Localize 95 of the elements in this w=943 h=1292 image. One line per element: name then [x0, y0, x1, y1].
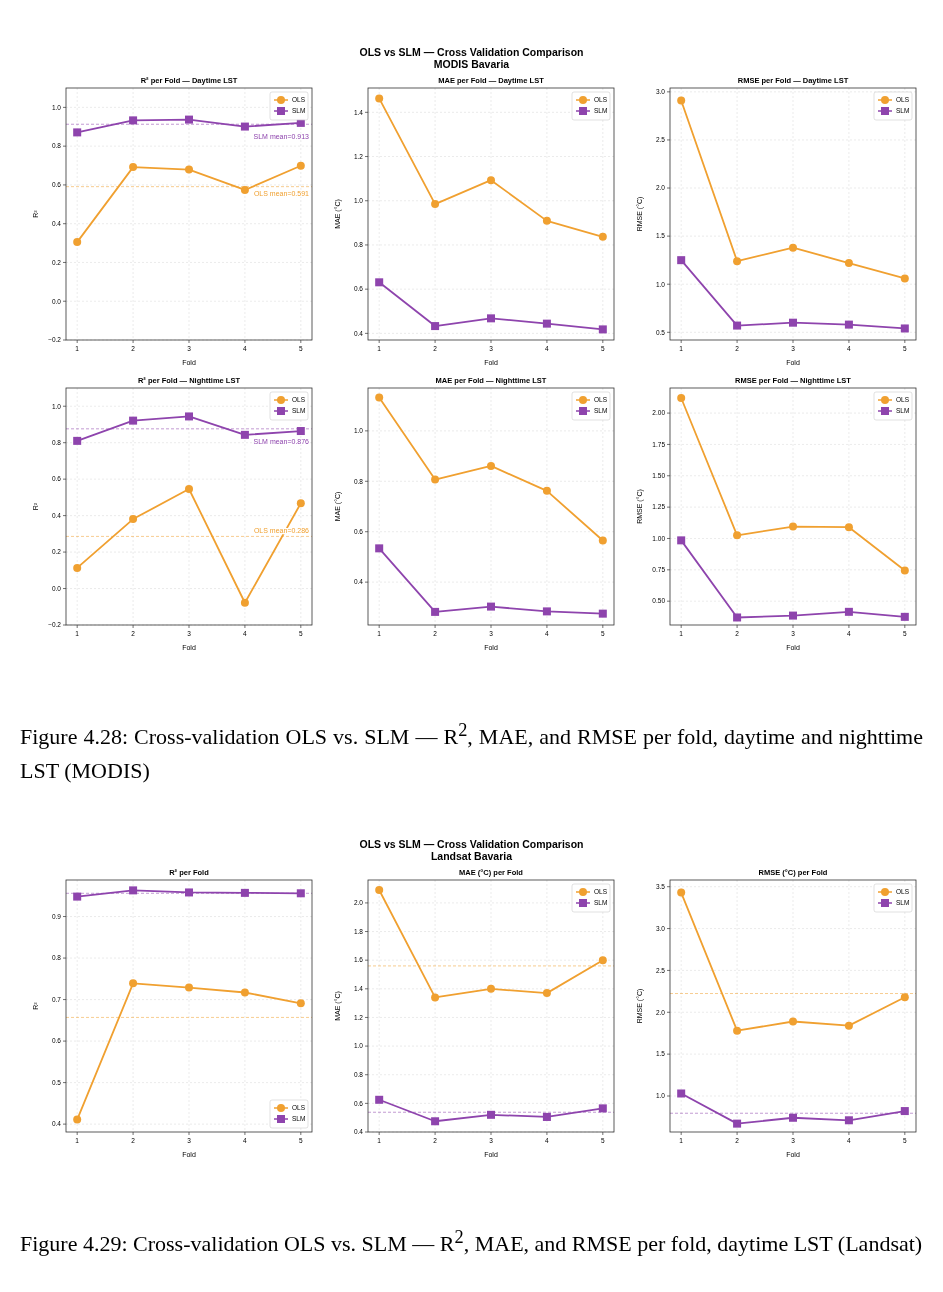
point [374, 1096, 383, 1105]
point [598, 325, 607, 334]
point [296, 427, 305, 436]
point [486, 176, 495, 185]
point [542, 486, 551, 495]
point [900, 274, 909, 283]
point [732, 531, 741, 540]
point [486, 602, 495, 611]
point [844, 523, 853, 532]
point [184, 412, 193, 421]
point [788, 243, 797, 252]
point [296, 161, 305, 170]
point [430, 607, 439, 616]
point [184, 888, 193, 897]
point [900, 566, 909, 575]
point [72, 892, 81, 901]
point [430, 475, 439, 484]
text: OLS vs SLM — Cross Validation Comparison [358, 46, 585, 58]
point [184, 485, 193, 493]
point [486, 314, 495, 323]
point [676, 96, 685, 105]
point [844, 1022, 853, 1030]
point [844, 259, 853, 268]
point [72, 436, 81, 445]
point [788, 1017, 797, 1026]
point [128, 116, 137, 125]
point [430, 200, 439, 209]
point [676, 888, 685, 897]
point [184, 983, 193, 992]
point [844, 607, 853, 616]
point [72, 128, 81, 137]
point [598, 1104, 607, 1113]
point [430, 1117, 439, 1126]
point [788, 611, 797, 620]
point [128, 886, 137, 895]
point [430, 993, 439, 1002]
point [844, 1116, 853, 1125]
text: Figure 4.28: Cross-validation OLS vs. SLM — R$^{2}$, MAE, and RMSE per fold, daytime and nighttime LST (MODIS) [20, 720, 923, 784]
point [542, 1113, 551, 1122]
point [72, 238, 81, 247]
point [542, 989, 551, 998]
point [430, 322, 439, 331]
point [184, 115, 193, 124]
point [240, 889, 249, 898]
point [900, 324, 909, 333]
text: Landsat Bavaria [429, 850, 514, 863]
point [844, 320, 853, 329]
point [732, 321, 741, 330]
text: OLS vs SLM — Cross Validation Comparison [358, 838, 585, 851]
point [374, 393, 383, 402]
point [184, 165, 193, 174]
point [296, 999, 305, 1008]
point [296, 889, 305, 898]
point [676, 536, 685, 545]
point [676, 394, 685, 403]
point [240, 185, 249, 194]
point [732, 613, 741, 622]
point [128, 416, 137, 425]
point [486, 1111, 495, 1120]
point [374, 278, 383, 287]
point [732, 257, 741, 266]
point [128, 979, 137, 988]
point [900, 612, 909, 621]
point [128, 515, 137, 524]
point [486, 985, 495, 994]
caption: Figure 4.29: Cross-validation OLS vs. SLM — R$^{2}$, MAE, and RMSE per fold, daytime LST (Landsat) [20, 1226, 923, 1259]
point [240, 122, 249, 131]
point [900, 1107, 909, 1116]
point [732, 1027, 741, 1036]
point [732, 1119, 741, 1128]
point [374, 544, 383, 553]
point [598, 536, 607, 545]
point [598, 232, 607, 241]
point [598, 609, 607, 618]
point [240, 598, 249, 607]
point [240, 430, 249, 439]
point [240, 988, 249, 997]
point [598, 956, 607, 965]
point [374, 886, 383, 895]
text: MODIS Bavaria [432, 58, 511, 70]
point [374, 94, 383, 103]
point [72, 563, 81, 572]
point [542, 607, 551, 616]
point [676, 256, 685, 265]
point [788, 1114, 797, 1123]
point [486, 461, 495, 470]
point [128, 163, 137, 172]
point [296, 499, 305, 508]
point [788, 318, 797, 327]
point [788, 522, 797, 531]
point [676, 1089, 685, 1098]
point [542, 216, 551, 225]
point [542, 319, 551, 328]
point [72, 1115, 81, 1124]
point [900, 993, 909, 1002]
